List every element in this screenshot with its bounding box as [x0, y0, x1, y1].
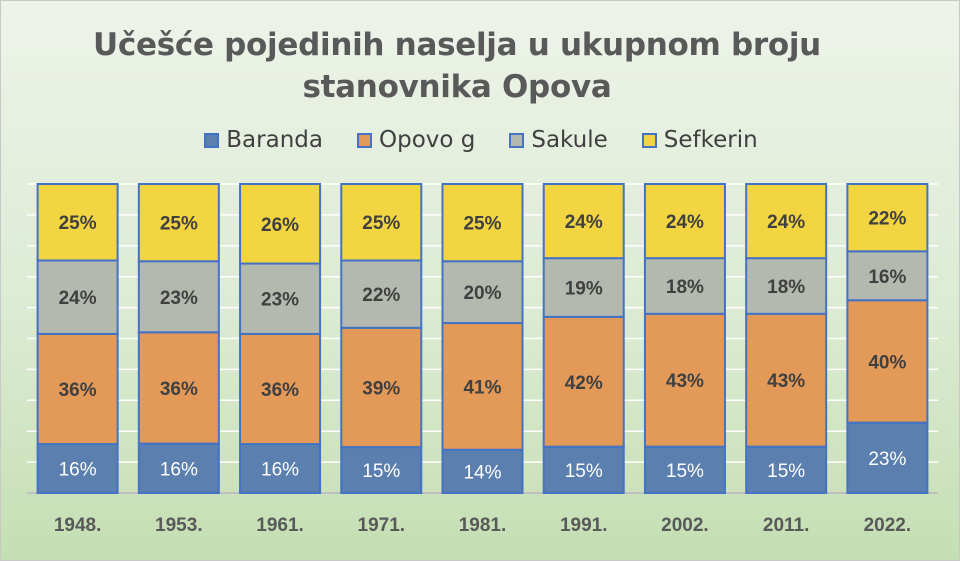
bar-segment — [643, 445, 726, 494]
bar-segment — [340, 326, 423, 449]
data-label: 36% — [261, 380, 299, 401]
bar-segment — [36, 183, 119, 262]
x-tick-label: 1953. — [155, 515, 203, 536]
data-label: 22% — [362, 285, 400, 306]
data-label: 42% — [565, 373, 603, 394]
bar-segment — [441, 322, 524, 451]
x-tick-label: 1981. — [459, 515, 507, 536]
data-label: 15% — [362, 461, 400, 482]
legend-swatch — [356, 132, 372, 148]
data-label: 25% — [59, 213, 97, 234]
legend-label: Sakule — [531, 127, 608, 153]
bar-segment — [137, 442, 220, 494]
data-label: 43% — [767, 371, 805, 392]
legend-item-sakule: Sakule — [509, 127, 608, 153]
legend-swatch — [509, 132, 525, 148]
bar-segment — [542, 315, 625, 448]
legend: Baranda Opovo g Sakule Sefkerin — [1, 127, 960, 153]
bar-segment — [441, 183, 524, 263]
chart-title-line1: Učešće pojedinih naselja u ukupnom broju — [93, 27, 821, 63]
data-label: 18% — [767, 277, 805, 298]
bar-segment — [441, 260, 524, 325]
bar-segment — [239, 183, 322, 265]
bar-segment — [239, 332, 322, 446]
legend-label: Opovo g — [378, 127, 476, 153]
data-label: 15% — [565, 461, 603, 482]
bar-segment — [846, 183, 929, 253]
data-label: 36% — [160, 379, 198, 400]
bar-segment — [846, 250, 929, 302]
data-label: 25% — [463, 214, 501, 235]
bar-segment — [441, 448, 524, 494]
bar-segment — [137, 260, 220, 334]
data-label: 16% — [868, 267, 906, 288]
x-tick-label: 1971. — [358, 515, 406, 536]
x-tick-label: 2011. — [763, 515, 810, 536]
data-label: 39% — [362, 378, 400, 399]
bar-segment — [137, 183, 220, 263]
data-label: 16% — [59, 460, 97, 481]
data-label: 41% — [463, 377, 501, 398]
data-label: 20% — [463, 283, 501, 304]
data-label: 18% — [666, 277, 704, 298]
legend-swatch — [641, 132, 657, 148]
x-tick-label: 2002. — [661, 515, 709, 536]
legend-item-sefkerin: Sefkerin — [641, 127, 758, 153]
bar-segment — [340, 446, 423, 495]
data-label: 16% — [160, 459, 198, 480]
legend-item-opovo: Opovo g — [356, 127, 476, 153]
data-label: 24% — [565, 212, 603, 233]
bar-segment — [846, 299, 929, 424]
data-label: 24% — [767, 212, 805, 233]
data-label: 23% — [261, 290, 299, 311]
data-label: 23% — [868, 449, 906, 470]
legend-label: Baranda — [226, 127, 323, 153]
data-label: 14% — [463, 462, 501, 483]
data-label: 36% — [59, 380, 97, 401]
data-label: 43% — [666, 371, 704, 392]
chart-title-line2: stanovnika Opova — [302, 69, 612, 105]
bar-segment — [542, 257, 625, 318]
data-label: 40% — [868, 352, 906, 373]
bar-segment — [745, 183, 828, 260]
bar-segment — [36, 332, 119, 446]
x-tick-label: 1991. — [560, 515, 608, 536]
data-label: 24% — [666, 212, 704, 233]
bar-segment — [745, 257, 828, 315]
data-label: 23% — [160, 288, 198, 309]
data-label: 15% — [767, 461, 805, 482]
bar-segment — [745, 312, 828, 448]
x-tick-label: 2022. — [864, 515, 912, 536]
bar-segment — [846, 421, 929, 494]
bar-segment — [643, 312, 726, 448]
data-label: 19% — [565, 279, 603, 300]
x-tick-label: 1948. — [54, 515, 102, 536]
bar-segment — [643, 183, 726, 260]
bar-segment — [745, 445, 828, 494]
data-label: 25% — [362, 213, 400, 234]
data-label: 15% — [666, 461, 704, 482]
data-label: 16% — [261, 460, 299, 481]
legend-item-baranda: Baranda — [204, 127, 323, 153]
legend-swatch — [204, 132, 220, 148]
bar-segment — [542, 183, 625, 260]
x-tick-label: 1961. — [256, 515, 304, 536]
data-label: 26% — [261, 215, 299, 236]
bar-segment — [340, 259, 423, 329]
bar-segment — [239, 443, 322, 494]
data-label: 24% — [59, 288, 97, 309]
data-label: 22% — [868, 209, 906, 230]
bar-segment — [340, 183, 423, 262]
legend-label: Sefkerin — [663, 127, 758, 153]
bar-segment — [137, 331, 220, 445]
data-label: 25% — [160, 214, 198, 235]
bar-segment — [239, 262, 322, 335]
